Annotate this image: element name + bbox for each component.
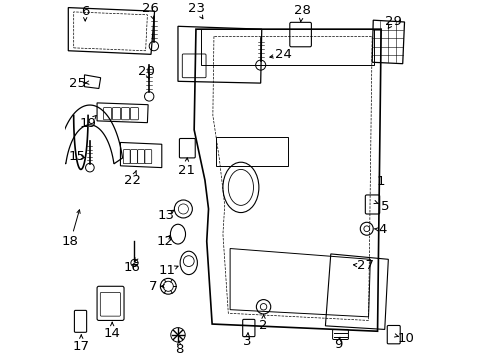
Text: 5: 5 — [381, 199, 389, 213]
Text: 23: 23 — [187, 2, 204, 15]
Text: 9: 9 — [333, 338, 342, 351]
Text: 25: 25 — [69, 77, 86, 90]
Text: 29: 29 — [384, 15, 401, 28]
Text: 8: 8 — [175, 343, 183, 356]
Text: 14: 14 — [103, 327, 121, 339]
Text: 1: 1 — [376, 175, 385, 189]
Text: 19: 19 — [80, 117, 96, 130]
Text: 15: 15 — [68, 150, 85, 163]
Text: 26: 26 — [142, 2, 159, 15]
Text: 12: 12 — [156, 235, 173, 248]
Text: 7: 7 — [149, 280, 157, 293]
Text: 28: 28 — [293, 4, 310, 17]
Text: 17: 17 — [73, 340, 90, 353]
Text: 21: 21 — [177, 164, 194, 177]
Text: 4: 4 — [377, 223, 386, 236]
Text: 24: 24 — [274, 48, 291, 61]
Text: 6: 6 — [81, 5, 89, 18]
Text: 27: 27 — [356, 259, 373, 272]
Text: 18: 18 — [62, 235, 79, 248]
Text: 11: 11 — [159, 264, 175, 277]
Text: 20: 20 — [138, 65, 155, 78]
Text: 22: 22 — [123, 174, 141, 188]
Text: 13: 13 — [157, 208, 174, 222]
Text: 16: 16 — [123, 261, 140, 274]
Text: 3: 3 — [243, 335, 251, 348]
Text: 10: 10 — [396, 332, 413, 345]
Text: 2: 2 — [259, 319, 267, 332]
